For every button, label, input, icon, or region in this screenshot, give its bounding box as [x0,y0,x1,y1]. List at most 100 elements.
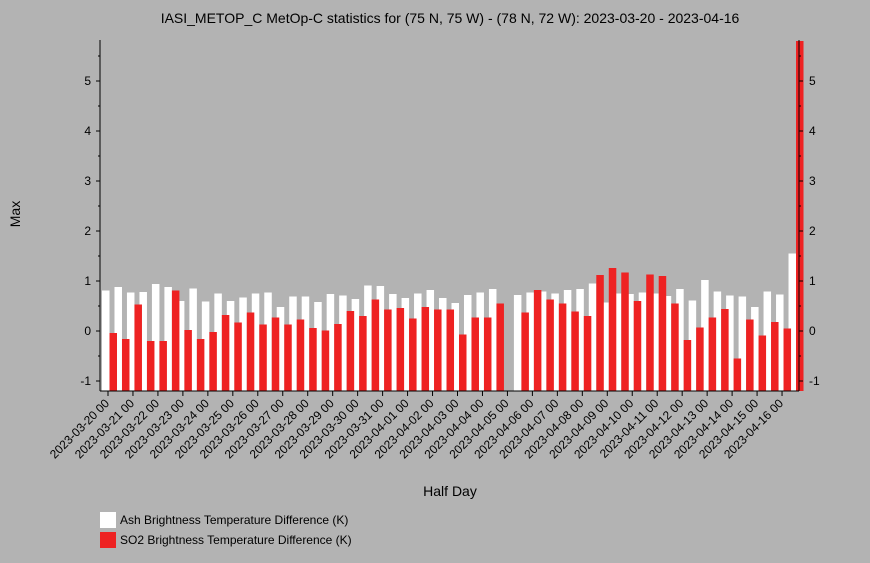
bars-layer [102,41,804,391]
y-tick-label-right: 4 [809,124,816,138]
so2-bar [483,317,492,391]
legend-item-ash: Ash Brightness Temperature Difference (K… [100,512,352,528]
ash-bar [688,300,697,391]
ash-bar [526,292,534,391]
ash-bar [414,293,422,391]
so2-bar [783,328,792,391]
so2-bar [546,299,554,391]
so2-bar [134,304,142,391]
ash-bar [476,292,484,391]
so2-bar [371,299,380,391]
so2-bar [683,340,692,391]
ash-bar [551,293,559,391]
y-axis-label: Max [7,201,23,227]
ash-bar [588,283,597,391]
ash-bar [439,298,447,391]
ash-bar [289,296,297,391]
so2-bar [284,324,292,391]
ash-bar [326,294,335,391]
so2-bar [533,290,542,391]
ash-bar [488,289,497,391]
ash-bar [176,301,185,391]
so2-bar [459,334,467,391]
so2-bar [359,316,367,391]
so2-bar [671,303,679,391]
ash-bar [751,307,759,391]
ash-bar [401,298,410,391]
y-tick-label-right: 3 [809,174,816,188]
y-tick-label-left: 3 [84,174,91,188]
so2-bar [271,317,280,391]
legend-item-so2: SO2 Brightness Temperature Difference (K… [100,532,352,548]
ash-bar [788,253,797,391]
ash-bar [339,295,347,391]
so2-bar [259,324,267,391]
y-tick-label-right: 5 [809,74,816,88]
ash-bar [763,291,772,391]
so2-bar [646,274,654,391]
ash-bar [264,292,272,391]
x-axis-label: Half Day [423,483,477,499]
so2-bar [109,333,117,391]
so2-bar [633,301,642,391]
so2-bar [658,276,667,391]
so2-bar [771,322,779,391]
y-tick-label-left: 2 [84,224,91,238]
ash-bar [139,292,147,391]
ash-bar [214,293,222,391]
so2-bar [434,309,442,391]
so2-bar [196,339,205,391]
ash-bar [663,296,672,391]
so2-bar [346,311,355,391]
so2-bar [296,319,305,391]
ash-bar [301,296,310,391]
ash-bar [601,302,609,391]
ash-bar [676,289,684,391]
ash-bar [726,295,734,391]
ash-bar [463,295,472,391]
so2-bar [621,272,629,391]
y-tick-label-right: 0 [809,324,816,338]
ash-bar [626,294,634,391]
ash-bar [713,291,722,391]
ash-bar [151,284,160,391]
so2-bar [471,317,479,391]
so2-bar [571,311,579,391]
ash-bar [513,295,522,391]
legend-label-ash: Ash Brightness Temperature Difference (K… [120,513,349,527]
so2-bar [421,307,430,391]
ash-bar [351,299,360,391]
so2-bar [596,275,604,391]
ash-bar [314,302,322,391]
so2-bar [446,309,455,391]
ash-bar [576,289,584,391]
ash-bar [776,294,784,391]
ash-bar [251,293,260,391]
ash-bar [189,288,197,391]
ash-bar [701,280,709,391]
legend-label-so2: SO2 Brightness Temperature Difference (K… [120,533,352,547]
ash-bar [389,294,397,391]
so2-bar [409,318,417,391]
ash-bar [126,292,135,391]
ash-bar [651,293,659,391]
ash-bar [114,287,122,391]
so2-bar [696,327,704,391]
ash-bar [201,301,210,391]
so2-bar [321,330,330,391]
ash-bar [364,285,372,391]
so2-bar [146,341,155,391]
so2-bar [746,319,754,391]
y-tick-label-right: -1 [809,374,820,388]
so2-bar [234,322,242,391]
ash-bar [538,291,547,391]
ash-bar [164,287,172,391]
ash-bar [738,296,747,391]
so2-bar [396,308,405,391]
so2-bar [159,341,167,391]
so2-bar [521,312,529,391]
ash-bar [376,286,385,391]
ash-bar [613,293,622,391]
so2-bar [608,268,617,391]
